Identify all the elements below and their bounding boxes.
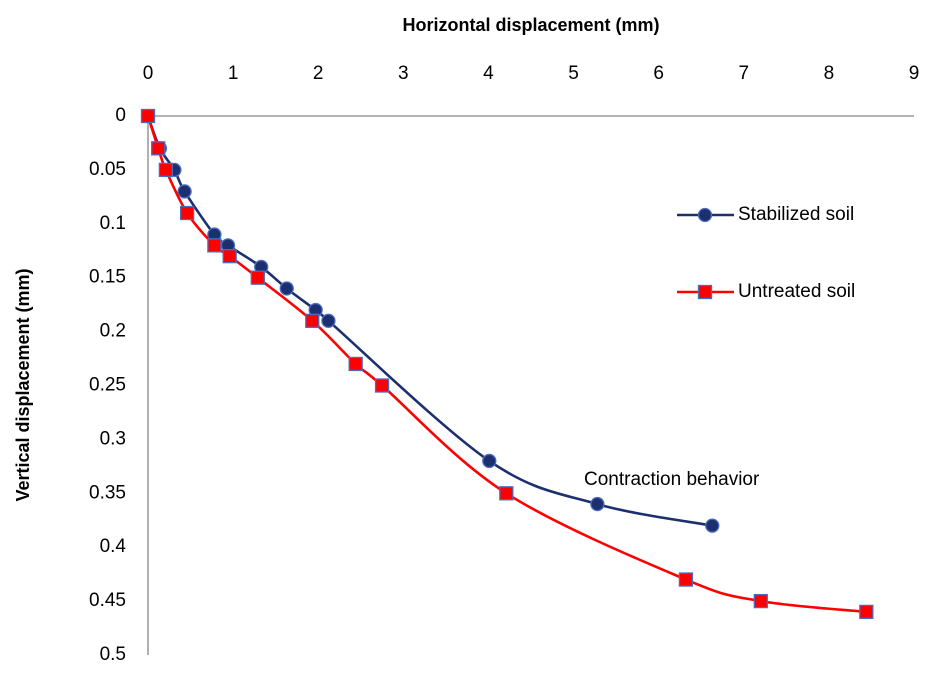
y-tick-label: 0.25	[89, 375, 126, 396]
legend-marker	[697, 284, 713, 300]
x-tick-label: 0	[143, 63, 154, 84]
data-point	[151, 141, 166, 156]
y-tick-label: 0.45	[89, 590, 126, 611]
y-tick-label: 0.15	[89, 267, 126, 288]
x-tick-label: 2	[313, 63, 324, 84]
data-point	[859, 604, 874, 620]
data-point	[158, 162, 174, 178]
data-point	[180, 205, 195, 221]
y-tick-label: 0.1	[100, 213, 126, 234]
x-tick-label: 9	[909, 63, 920, 84]
x-tick-label: 8	[824, 63, 835, 84]
x-axis-title: Horizontal displacement (mm)	[402, 15, 659, 35]
data-point	[321, 313, 336, 328]
data-point	[222, 248, 237, 264]
data-point	[207, 238, 222, 253]
y-axis-title: Vertical displacement (mm)	[13, 268, 33, 501]
y-tick-label: 0.2	[100, 321, 126, 342]
y-tick-label: 0	[115, 105, 126, 126]
series-line	[146, 115, 867, 614]
data-point	[705, 518, 720, 533]
data-point	[374, 378, 390, 393]
data-point	[279, 281, 294, 296]
data-point	[348, 356, 363, 372]
data-point	[753, 593, 768, 609]
legend-label: Stabilized soil	[738, 204, 854, 225]
x-tick-label: 6	[653, 63, 664, 84]
series-line	[146, 115, 713, 527]
legend-marker	[697, 207, 713, 223]
data-point	[177, 184, 192, 199]
data-point	[499, 486, 514, 501]
x-tick-label: 3	[398, 63, 409, 84]
y-tick-label: 0.4	[100, 536, 127, 557]
y-tick-label: 0.05	[89, 159, 126, 180]
data-point	[305, 313, 320, 328]
y-tick-label: 0.3	[100, 428, 126, 449]
data-point	[250, 270, 265, 285]
data-point	[590, 496, 605, 512]
annotation: Contraction behavior	[584, 469, 760, 490]
x-tick-label: 4	[483, 63, 494, 84]
x-tick-label: 7	[738, 63, 749, 84]
x-tick-label: 1	[228, 63, 239, 84]
y-tick-label: 0.35	[89, 482, 126, 503]
y-tick-label: 0.5	[100, 644, 126, 665]
data-point	[482, 453, 497, 469]
x-tick-label: 5	[568, 63, 579, 84]
legend-label: Untreated soil	[738, 281, 855, 302]
data-point	[678, 572, 694, 587]
data-point	[140, 108, 156, 124]
